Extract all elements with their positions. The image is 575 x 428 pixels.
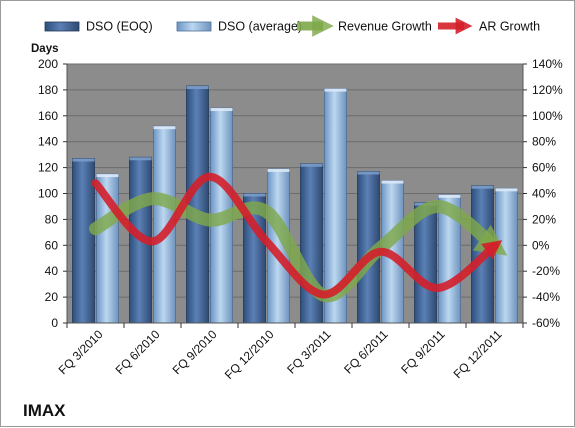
legend-label-dso-eoq: DSO (EOQ)	[86, 20, 153, 34]
right-tick-label: -40%	[532, 290, 560, 304]
left-tick-label: 140	[38, 135, 58, 149]
right-tick-label: 80%	[532, 135, 556, 149]
bar-top-highlight	[496, 188, 518, 191]
bar-top-highlight	[439, 195, 461, 198]
legend-swatch-dso-eoq	[45, 22, 79, 31]
right-tick-label: 20%	[532, 212, 556, 226]
bar-top-highlight	[325, 89, 347, 92]
x-tick-label: FQ 3/2010	[56, 327, 106, 377]
bar-top-highlight	[358, 171, 380, 174]
bar-top-highlight	[268, 169, 290, 172]
left-tick-label: 0	[51, 316, 58, 330]
left-tick-label: 40	[45, 264, 59, 278]
right-tick-label: 40%	[532, 187, 556, 201]
right-tick-label: 120%	[532, 83, 563, 97]
bar-top-highlight	[472, 186, 494, 189]
bar-dso-eoq	[73, 159, 95, 323]
bar-top-highlight	[244, 194, 266, 197]
x-tick-label: FQ 6/2010	[113, 327, 163, 377]
x-tick-label: FQ 9/2010	[170, 327, 220, 377]
x-tick-label: FQ 3/2011	[284, 327, 334, 377]
left-tick-label: 60	[45, 238, 59, 252]
left-tick-label: 120	[38, 161, 58, 175]
x-tick-label: FQ 9/2011	[398, 327, 448, 377]
left-tick-label: 180	[38, 83, 58, 97]
right-tick-label: 0%	[532, 238, 550, 252]
right-tick-label: -20%	[532, 264, 560, 278]
bar-dso-eoq	[187, 86, 209, 323]
left-axis-title: Days	[31, 43, 59, 55]
right-axis-ticks: -60% -40% -20% 0% 20% 40% 60% 80% 100% 120% 140%	[523, 57, 563, 330]
bar-top-highlight	[154, 126, 176, 129]
company-name: IMAX	[23, 401, 66, 420]
bar-top-highlight	[73, 159, 95, 162]
legend-label-revenue-growth: Revenue Growth	[338, 20, 432, 34]
left-tick-label: 160	[38, 109, 58, 123]
right-tick-label: 100%	[532, 109, 563, 123]
bar-top-highlight	[187, 86, 209, 89]
left-tick-label: 20	[45, 290, 59, 304]
bar-top-highlight	[130, 157, 152, 160]
right-tick-label: 60%	[532, 161, 556, 175]
left-tick-label: 200	[38, 57, 58, 71]
left-tick-label: 100	[38, 187, 58, 201]
right-tick-label: 140%	[532, 57, 563, 71]
legend-label-dso-average: DSO (average)	[218, 20, 302, 34]
left-tick-label: 80	[45, 212, 59, 226]
legend-swatch-dso-average	[177, 22, 211, 31]
left-axis-ticks: 0 20 40 60 80 100 120 140 160 180 200	[38, 57, 67, 330]
bar-dso-average	[496, 188, 518, 323]
x-tick-label: FQ 12/2011	[451, 327, 505, 381]
bar-top-highlight	[301, 164, 323, 167]
legend-label-ar-growth: AR Growth	[479, 20, 540, 34]
bar-top-highlight	[97, 174, 119, 177]
legend: DSO (EOQ) DSO (average) Revenue Growth AR G…	[45, 20, 540, 34]
bar-top-highlight	[382, 181, 404, 184]
x-tick-label: FQ 6/2011	[341, 327, 391, 377]
right-tick-label: -60%	[532, 316, 560, 330]
bar-top-highlight	[211, 108, 233, 111]
x-tick-label: FQ 12/2010	[222, 327, 277, 382]
